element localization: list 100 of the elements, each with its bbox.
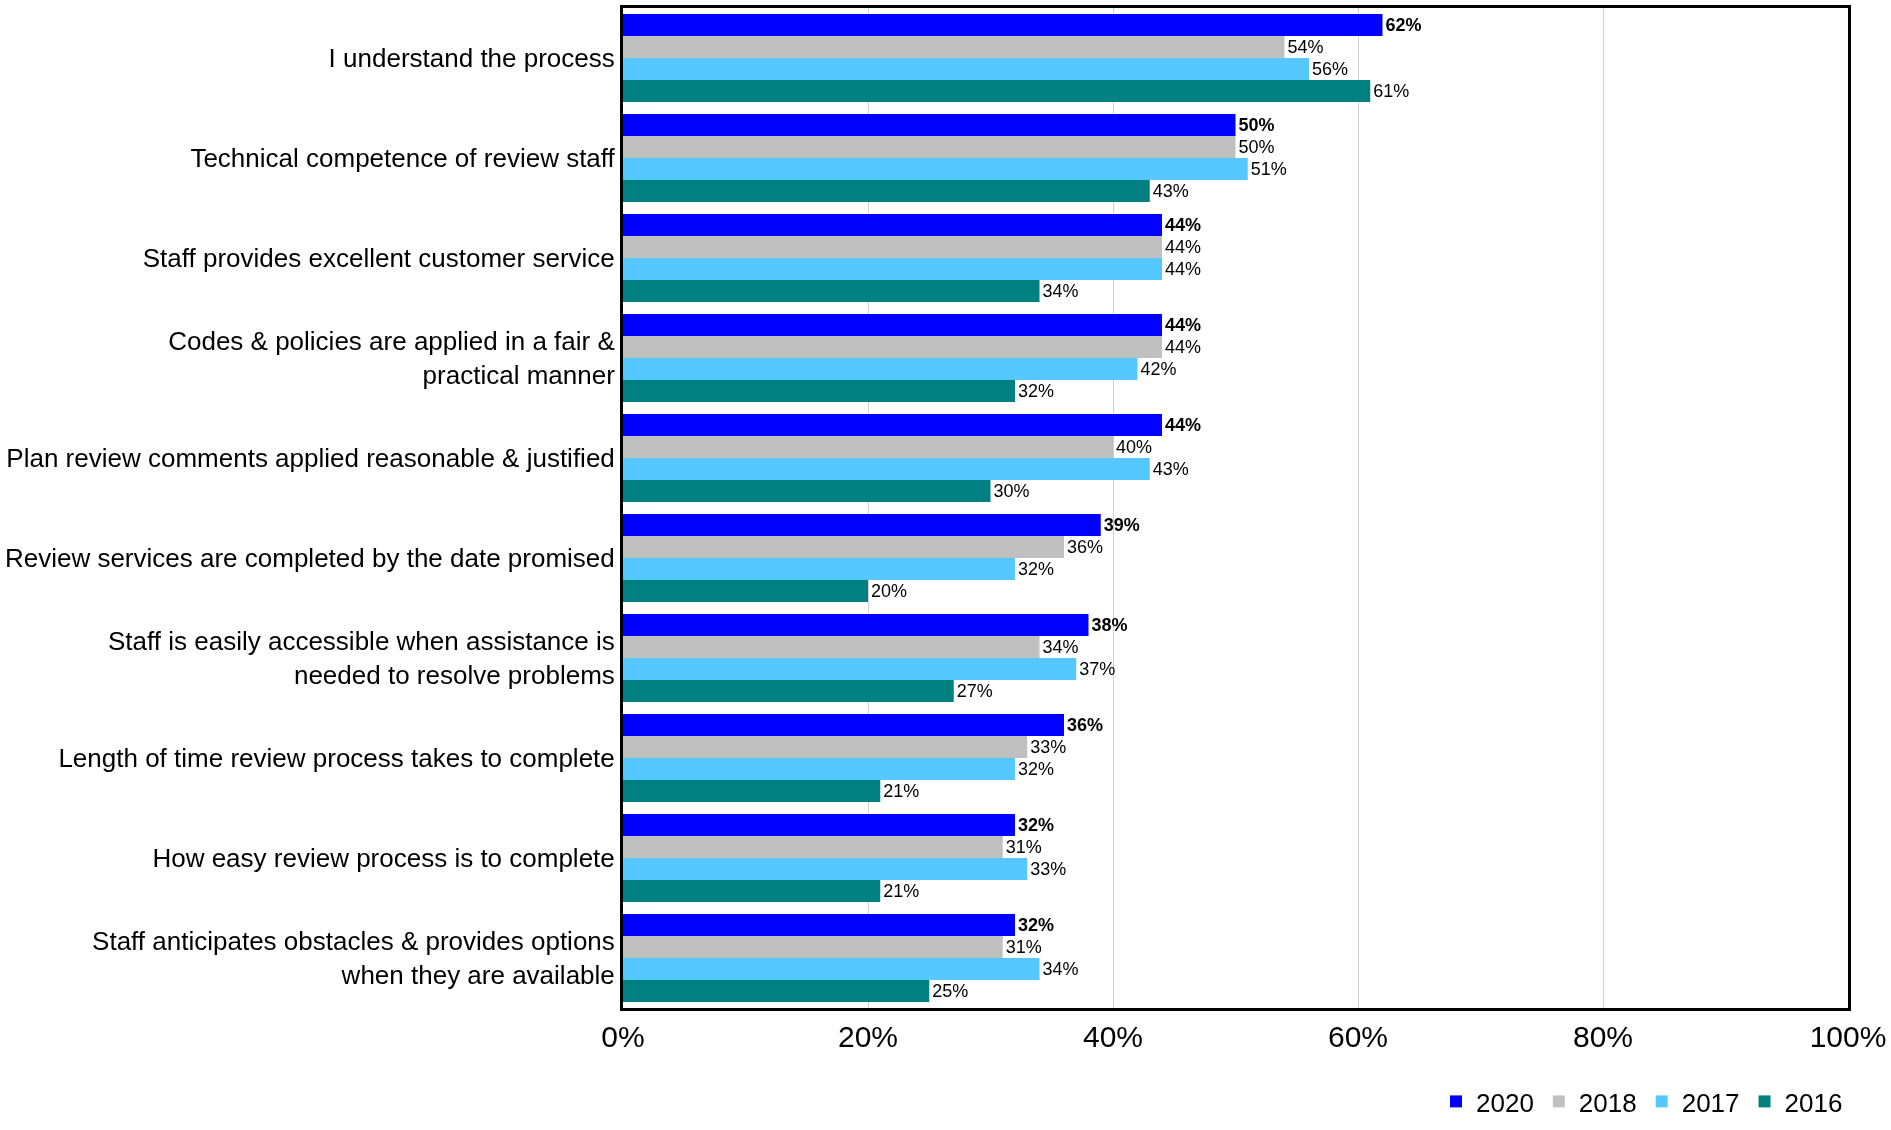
data-label: 32%: [1018, 759, 1055, 779]
data-label: 44%: [1165, 415, 1202, 436]
data-label: 43%: [1152, 181, 1189, 201]
data-label: 39%: [1103, 515, 1140, 536]
bar: [623, 314, 1162, 336]
data-label: 36%: [1067, 537, 1104, 557]
data-label: 44%: [1165, 215, 1202, 236]
bar: [623, 336, 1162, 358]
bar: [623, 480, 991, 502]
data-label: 51%: [1250, 159, 1287, 179]
bar: [623, 858, 1028, 880]
bar: [623, 514, 1101, 536]
data-label: 20%: [871, 581, 908, 601]
bar: [623, 158, 1248, 180]
data-label: 37%: [1079, 659, 1116, 679]
data-label: 34%: [1042, 959, 1079, 979]
data-label: 21%: [883, 781, 920, 801]
bar: [623, 114, 1236, 136]
data-label: 43%: [1152, 459, 1189, 479]
bar: [623, 214, 1162, 236]
bar: [623, 580, 868, 602]
data-label: 50%: [1238, 115, 1275, 136]
y-tick-label: Staff provides excellent customer service: [142, 243, 615, 274]
legend-label: 2017: [1681, 1087, 1740, 1118]
bar: [623, 636, 1040, 658]
bar: [623, 680, 954, 702]
bar: [623, 836, 1003, 858]
bar: [623, 436, 1113, 458]
data-label: 31%: [1005, 837, 1042, 857]
x-tick-label: 100%: [1809, 1020, 1887, 1053]
data-label: 32%: [1018, 915, 1055, 936]
bar: [623, 414, 1162, 436]
data-label: 21%: [883, 881, 920, 901]
data-label: 44%: [1165, 315, 1202, 336]
data-label: 38%: [1091, 615, 1128, 636]
data-label: 33%: [1030, 737, 1067, 757]
y-tick-label: Staff anticipates obstacles & provides options when they are available: [92, 926, 615, 990]
data-label: 32%: [1018, 815, 1055, 836]
y-tick-label: Staff is easily accessible when assistance is needed to resolve problems: [108, 626, 615, 690]
data-label: 30%: [993, 481, 1030, 501]
bar: [623, 358, 1138, 380]
y-tick-label: Codes & policies are applied in a fair & practical manner: [168, 326, 616, 390]
bar: [623, 736, 1028, 758]
bar: [623, 36, 1285, 58]
bar: [623, 458, 1150, 480]
y-tick-label: Length of time review process takes to complete: [58, 743, 615, 774]
data-label: 34%: [1042, 281, 1079, 301]
bar: [623, 536, 1064, 558]
data-label: 54%: [1287, 37, 1324, 57]
data-label: 27%: [956, 681, 993, 701]
bar: [623, 80, 1371, 102]
data-label: 44%: [1165, 259, 1202, 279]
x-tick-label: 60%: [1327, 1020, 1389, 1053]
data-label: 33%: [1030, 859, 1067, 879]
bar: [623, 880, 881, 902]
bar: [623, 958, 1040, 980]
data-label: 62%: [1385, 15, 1422, 36]
bar: [623, 936, 1003, 958]
x-tick-label: 40%: [1082, 1020, 1144, 1053]
bar: [623, 136, 1236, 158]
data-label: 32%: [1018, 559, 1055, 579]
data-label: 44%: [1165, 337, 1202, 357]
legend-label: 2018: [1578, 1087, 1637, 1118]
bar: [623, 614, 1089, 636]
x-tick-label: 20%: [837, 1020, 899, 1053]
x-tick-label: 0%: [601, 1020, 645, 1053]
bar: [623, 758, 1015, 780]
legend-label: 2016: [1784, 1087, 1843, 1118]
x-tick-label: 80%: [1572, 1020, 1634, 1053]
bar: [623, 58, 1309, 80]
bar: [623, 180, 1150, 202]
data-label: 42%: [1140, 359, 1177, 379]
data-label: 44%: [1165, 237, 1202, 257]
bar: [623, 658, 1077, 680]
bar: [623, 714, 1064, 736]
data-label: 40%: [1116, 437, 1153, 457]
data-label: 32%: [1018, 381, 1055, 401]
data-label: 61%: [1373, 81, 1410, 101]
bar: [623, 980, 930, 1002]
y-tick-label: Technical competence of review staff: [190, 143, 616, 174]
bar: [623, 280, 1040, 302]
bar: [623, 780, 881, 802]
bar: [623, 558, 1015, 580]
legend-label: 2020: [1476, 1087, 1534, 1118]
data-label: 50%: [1238, 137, 1275, 157]
bar: [623, 258, 1162, 280]
y-tick-label: How easy review process is to complete: [152, 843, 615, 874]
data-label: 36%: [1067, 715, 1104, 736]
data-label: 31%: [1005, 937, 1042, 957]
data-label: 25%: [932, 981, 969, 1001]
y-tick-label: Plan review comments applied reasonable & justified: [6, 443, 615, 474]
y-tick-label: Review services are completed by the date promised: [4, 543, 615, 574]
bar: [623, 236, 1162, 258]
bar: [623, 814, 1015, 836]
y-tick-label: I understand the process: [328, 43, 615, 74]
bar: [623, 914, 1015, 936]
data-label: 56%: [1312, 59, 1349, 79]
bar: [623, 14, 1383, 36]
data-label: 34%: [1042, 637, 1079, 657]
bar: [623, 380, 1015, 402]
